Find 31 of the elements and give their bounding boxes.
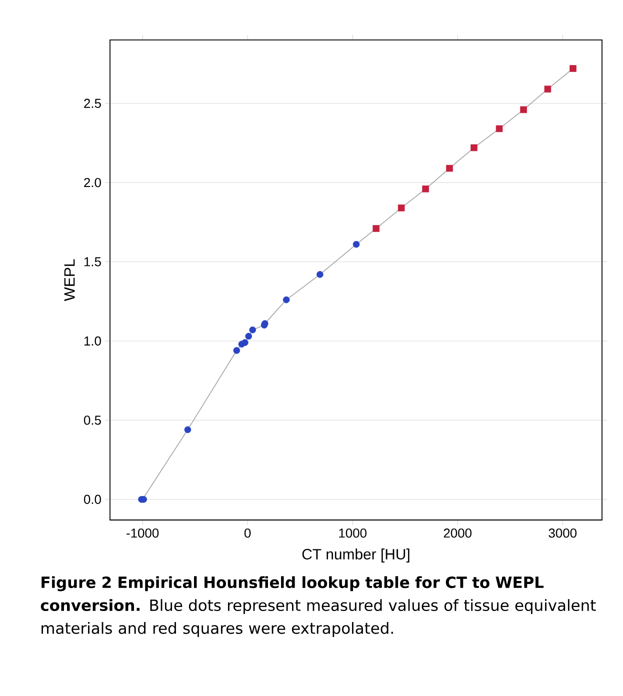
- x-tick-label: 0: [244, 528, 251, 538]
- x-tick-label: -1000: [126, 528, 159, 538]
- x-axis-title: CT number [HU]: [302, 548, 410, 562]
- point: [249, 326, 256, 334]
- point: [520, 106, 527, 114]
- point: [422, 186, 429, 192]
- text: Figure 2 Empirical Hounsfield lookup table for CT to WEPL conversion. Blue dots represent measured values of tissue equivalent materials and red squares were extrapolated.: [40, 576, 596, 637]
- point: [282, 296, 290, 304]
- point: [233, 347, 240, 354]
- point: [245, 332, 252, 340]
- y-tick-label: 2.5: [84, 98, 101, 108]
- y-tick-label: 1.0: [84, 336, 101, 346]
- point: [446, 164, 453, 172]
- point: [184, 426, 192, 434]
- x-tick-label: 1000: [339, 528, 366, 538]
- point: [470, 144, 478, 152]
- y-tick-label: 0.5: [84, 416, 101, 425]
- point: [352, 240, 360, 248]
- y-tick-label: 1.5: [84, 257, 101, 266]
- y-tick-label: 2.0: [84, 178, 101, 188]
- y-axis-title: WEPL: [64, 259, 75, 302]
- point: [242, 339, 248, 346]
- point: [570, 65, 576, 72]
- point: [372, 225, 380, 232]
- x-tick-label: 2000: [444, 528, 472, 538]
- y-tick-label: 0.0: [84, 494, 101, 504]
- x-tick-label: 3000: [548, 528, 577, 538]
- point: [316, 271, 324, 278]
- point: [544, 86, 552, 92]
- point: [496, 125, 503, 132]
- point: [398, 204, 405, 212]
